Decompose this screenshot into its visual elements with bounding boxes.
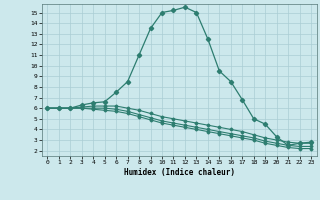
X-axis label: Humidex (Indice chaleur): Humidex (Indice chaleur) — [124, 168, 235, 177]
